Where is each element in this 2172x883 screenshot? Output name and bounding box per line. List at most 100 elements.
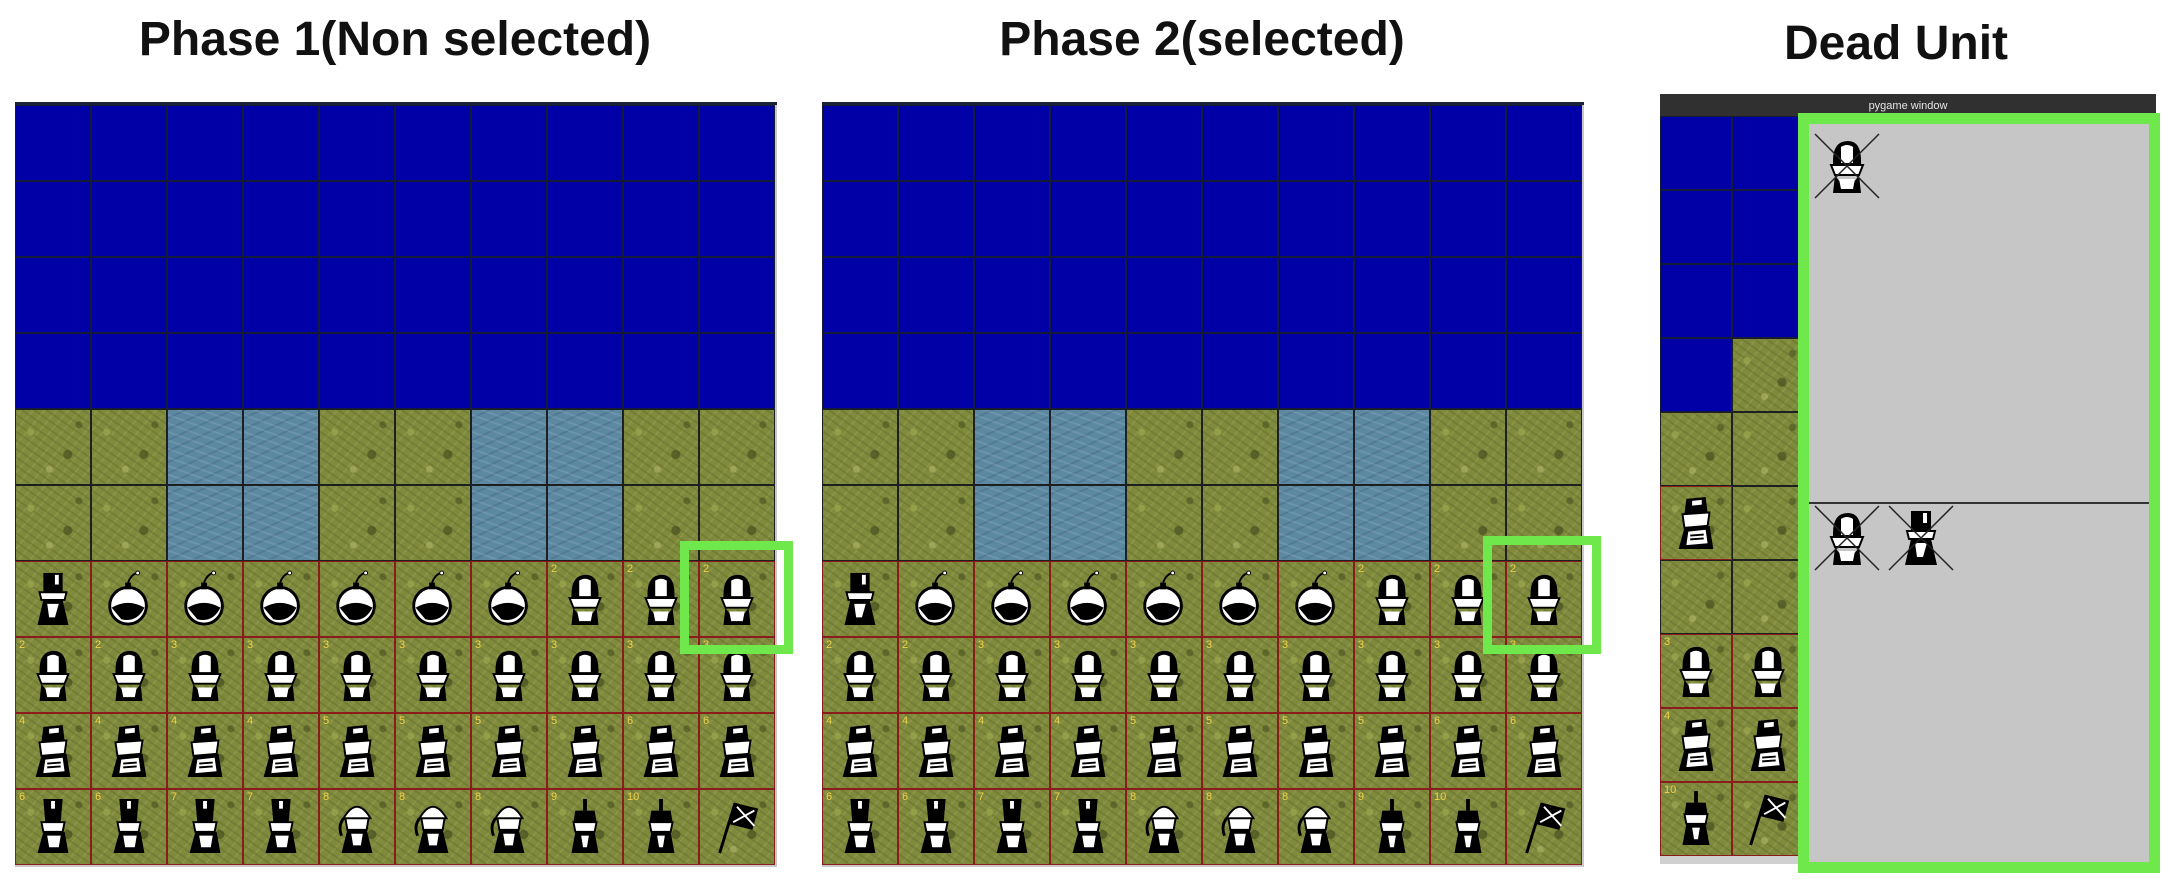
sea-cell[interactable] (1202, 257, 1278, 333)
lake-cell[interactable] (243, 485, 319, 561)
unit-cell[interactable]: 6 (623, 713, 699, 789)
lake-cell[interactable] (547, 409, 623, 485)
grass-cell[interactable] (623, 485, 699, 561)
lake-cell[interactable] (547, 485, 623, 561)
grass-cell[interactable] (1506, 485, 1582, 561)
unit-cell[interactable]: 10 (1660, 782, 1732, 856)
sea-cell[interactable] (15, 257, 91, 333)
unit-cell[interactable] (1126, 561, 1202, 637)
unit-cell[interactable]: 3 (547, 637, 623, 713)
unit-cell[interactable]: 2 (91, 637, 167, 713)
unit-cell[interactable]: 3 (623, 637, 699, 713)
sea-cell[interactable] (167, 105, 243, 181)
sea-cell[interactable] (1126, 257, 1202, 333)
unit-cell[interactable]: 5 (319, 713, 395, 789)
sea-cell[interactable] (1050, 105, 1126, 181)
unit-cell[interactable] (1202, 561, 1278, 637)
sea-cell[interactable] (1354, 181, 1430, 257)
unit-cell[interactable]: 2 (822, 637, 898, 713)
unit-cell[interactable]: 3 (1202, 637, 1278, 713)
unit-cell[interactable]: 2 (699, 561, 775, 637)
unit-cell[interactable]: 8 (319, 789, 395, 865)
sea-cell[interactable] (243, 333, 319, 409)
grass-cell[interactable] (395, 485, 471, 561)
unit-cell[interactable]: 5 (1278, 713, 1354, 789)
unit-cell[interactable]: 2 (1430, 561, 1506, 637)
sea-cell[interactable] (822, 333, 898, 409)
grass-cell[interactable] (1732, 560, 1804, 634)
unit-cell[interactable]: 9 (547, 789, 623, 865)
grass-cell[interactable] (898, 409, 974, 485)
sea-cell[interactable] (1050, 181, 1126, 257)
grass-cell[interactable] (91, 409, 167, 485)
sea-cell[interactable] (1660, 264, 1732, 338)
sea-cell[interactable] (1278, 333, 1354, 409)
grass-cell[interactable] (1202, 485, 1278, 561)
sea-cell[interactable] (1202, 181, 1278, 257)
sea-cell[interactable] (243, 257, 319, 333)
sea-cell[interactable] (1660, 116, 1732, 190)
sea-cell[interactable] (1430, 333, 1506, 409)
sea-cell[interactable] (395, 257, 471, 333)
sea-cell[interactable] (471, 181, 547, 257)
sea-cell[interactable] (1278, 181, 1354, 257)
sea-cell[interactable] (1050, 257, 1126, 333)
sea-cell[interactable] (1506, 333, 1582, 409)
sea-cell[interactable] (1278, 257, 1354, 333)
grass-cell[interactable] (1732, 338, 1804, 412)
unit-cell[interactable] (898, 561, 974, 637)
grass-cell[interactable] (1732, 486, 1804, 560)
unit-cell[interactable]: 6 (15, 789, 91, 865)
sea-cell[interactable] (822, 181, 898, 257)
sea-cell[interactable] (395, 105, 471, 181)
sea-cell[interactable] (822, 257, 898, 333)
unit-cell[interactable]: 3 (1050, 637, 1126, 713)
sea-cell[interactable] (243, 105, 319, 181)
sea-cell[interactable] (623, 257, 699, 333)
sea-cell[interactable] (1202, 333, 1278, 409)
sea-cell[interactable] (1660, 190, 1732, 264)
sea-cell[interactable] (15, 333, 91, 409)
unit-cell[interactable] (167, 561, 243, 637)
lake-cell[interactable] (1354, 485, 1430, 561)
unit-cell[interactable] (699, 789, 775, 865)
sea-cell[interactable] (623, 333, 699, 409)
sea-cell[interactable] (91, 257, 167, 333)
unit-cell[interactable] (1506, 789, 1582, 865)
sea-cell[interactable] (319, 181, 395, 257)
sea-cell[interactable] (319, 333, 395, 409)
sea-cell[interactable] (974, 257, 1050, 333)
unit-cell[interactable]: 10 (1430, 789, 1506, 865)
sea-cell[interactable] (1354, 257, 1430, 333)
unit-cell[interactable]: 4 (91, 713, 167, 789)
sea-cell[interactable] (699, 181, 775, 257)
unit-cell[interactable] (1732, 708, 1804, 782)
unit-cell[interactable]: 4 (974, 713, 1050, 789)
grass-cell[interactable] (395, 409, 471, 485)
sea-cell[interactable] (15, 105, 91, 181)
grass-cell[interactable] (1660, 412, 1732, 486)
unit-cell[interactable]: 7 (243, 789, 319, 865)
sea-cell[interactable] (547, 181, 623, 257)
grass-cell[interactable] (898, 485, 974, 561)
sea-cell[interactable] (319, 257, 395, 333)
lake-cell[interactable] (974, 485, 1050, 561)
unit-cell[interactable]: 9 (1354, 789, 1430, 865)
unit-cell[interactable]: 6 (1506, 713, 1582, 789)
grass-cell[interactable] (822, 485, 898, 561)
unit-cell[interactable]: 10 (623, 789, 699, 865)
sea-cell[interactable] (319, 105, 395, 181)
sea-cell[interactable] (1732, 116, 1804, 190)
unit-cell[interactable]: 7 (1050, 789, 1126, 865)
grass-cell[interactable] (1660, 560, 1732, 634)
lake-cell[interactable] (1050, 409, 1126, 485)
unit-cell[interactable]: 3 (1354, 637, 1430, 713)
unit-cell[interactable] (395, 561, 471, 637)
unit-cell[interactable] (243, 561, 319, 637)
grass-cell[interactable] (1126, 409, 1202, 485)
sea-cell[interactable] (471, 257, 547, 333)
sea-cell[interactable] (547, 333, 623, 409)
unit-cell[interactable]: 3 (243, 637, 319, 713)
unit-cell[interactable]: 5 (1354, 713, 1430, 789)
unit-cell[interactable]: 3 (395, 637, 471, 713)
